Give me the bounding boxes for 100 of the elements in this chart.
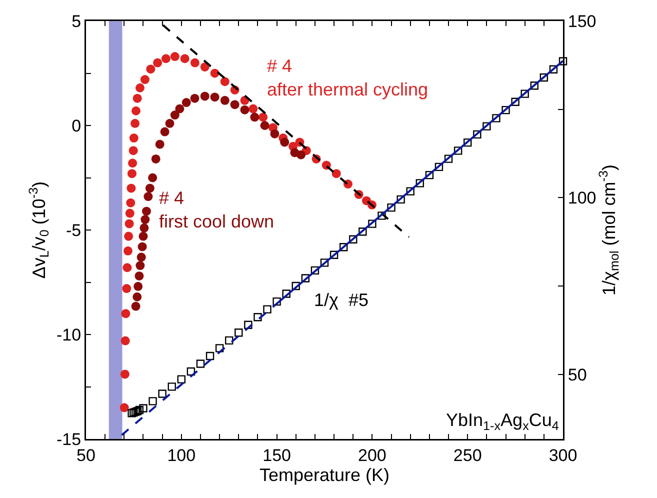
point xyxy=(138,232,148,241)
point xyxy=(416,179,424,188)
point xyxy=(220,96,230,105)
point xyxy=(263,305,272,314)
point xyxy=(396,195,405,204)
point xyxy=(122,263,132,272)
point xyxy=(145,184,154,193)
point xyxy=(128,146,138,156)
series-label: 1/χ #5 xyxy=(314,290,368,310)
point xyxy=(190,94,200,103)
point xyxy=(358,227,367,236)
y2-tick-label: 150 xyxy=(568,12,596,31)
point xyxy=(473,130,482,139)
point xyxy=(131,302,140,311)
point xyxy=(138,242,147,252)
point xyxy=(139,404,148,412)
point xyxy=(444,154,453,163)
point xyxy=(124,232,134,241)
point xyxy=(122,284,132,294)
point xyxy=(320,258,329,267)
point xyxy=(434,162,444,172)
point xyxy=(182,98,191,108)
point xyxy=(196,360,205,368)
point xyxy=(132,94,142,103)
point xyxy=(177,375,186,384)
point xyxy=(558,57,568,66)
point xyxy=(225,336,234,345)
point xyxy=(234,328,243,337)
point xyxy=(332,169,341,178)
point xyxy=(120,336,130,346)
y-tick-label: -10 xyxy=(56,325,82,344)
point xyxy=(378,212,386,220)
x-axis-title: Temperature (K) xyxy=(259,464,390,485)
point xyxy=(132,292,142,302)
point xyxy=(168,382,176,391)
point xyxy=(425,170,434,180)
point xyxy=(165,118,174,128)
point xyxy=(161,54,170,64)
point xyxy=(210,68,220,78)
point xyxy=(482,122,491,130)
point xyxy=(260,121,270,130)
point xyxy=(206,352,214,360)
point xyxy=(123,246,132,256)
point xyxy=(387,203,396,212)
point xyxy=(130,118,140,128)
point xyxy=(502,106,510,114)
point xyxy=(210,92,220,102)
point xyxy=(136,261,145,270)
point xyxy=(125,208,134,218)
point xyxy=(272,297,281,306)
x-tick-label: 200 xyxy=(358,446,386,465)
point xyxy=(215,344,224,352)
point xyxy=(540,73,548,82)
point xyxy=(258,112,268,122)
point xyxy=(270,129,280,138)
annotation: YbIn$_{1-x}$Ag$_{x}$Cu$_{4}$ xyxy=(446,410,559,433)
point xyxy=(136,252,146,262)
point xyxy=(186,367,196,376)
point xyxy=(131,106,140,116)
point xyxy=(230,100,240,110)
point xyxy=(520,90,529,98)
point xyxy=(310,266,320,275)
point xyxy=(153,58,162,68)
point xyxy=(454,146,462,155)
point xyxy=(511,98,520,106)
point xyxy=(349,235,358,244)
point xyxy=(170,52,180,62)
point xyxy=(464,138,472,147)
point xyxy=(130,408,138,417)
point xyxy=(120,370,130,379)
point xyxy=(190,58,200,68)
y2-tick-label: 100 xyxy=(568,188,596,208)
point xyxy=(155,140,164,149)
point xyxy=(248,104,258,114)
point xyxy=(301,274,310,282)
point xyxy=(148,397,157,406)
point xyxy=(240,105,250,114)
point xyxy=(120,403,129,412)
point xyxy=(158,390,166,398)
point xyxy=(530,82,538,90)
point xyxy=(170,110,180,120)
point xyxy=(124,219,134,228)
point xyxy=(220,77,230,86)
point xyxy=(140,75,150,84)
point xyxy=(280,138,290,147)
y-tick-label: 5 xyxy=(72,12,82,31)
point xyxy=(250,112,260,122)
point xyxy=(142,206,151,216)
x-tick-label: 250 xyxy=(453,446,482,465)
x-tick-label: 150 xyxy=(262,446,291,465)
point xyxy=(144,192,153,202)
point xyxy=(140,223,149,232)
point xyxy=(200,92,210,101)
point xyxy=(135,406,144,414)
point xyxy=(127,169,136,178)
point xyxy=(254,313,262,322)
point xyxy=(330,250,338,260)
point xyxy=(129,134,138,143)
point xyxy=(134,282,143,291)
point xyxy=(200,62,210,72)
